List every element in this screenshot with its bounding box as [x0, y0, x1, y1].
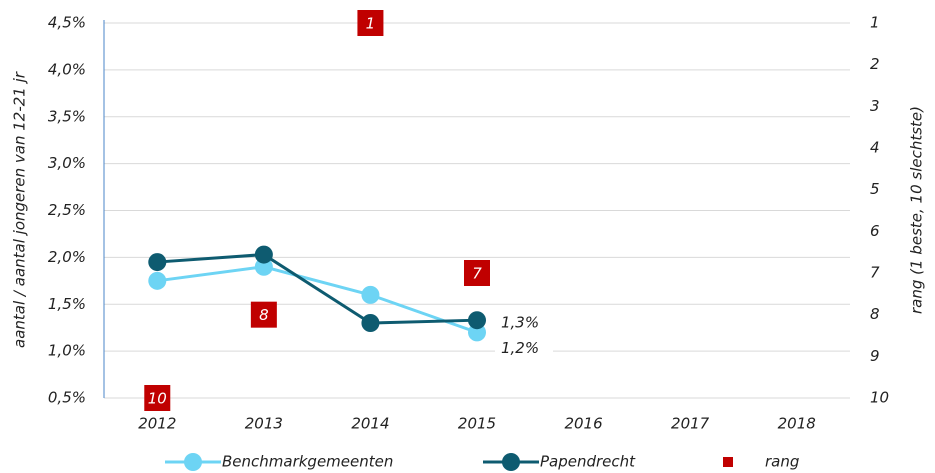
point-marker — [254, 245, 273, 264]
legend-marker — [184, 453, 202, 471]
y2-tick-label: 9 — [870, 347, 880, 365]
y-tick-label: 0,5% — [48, 389, 86, 407]
legend-marker — [502, 453, 520, 471]
y-axis-label: aantal / aantal jongeren van 12-21 jr — [11, 71, 29, 348]
y-tick-label: 2,5% — [48, 201, 86, 219]
y-tick-label: 4,5% — [48, 14, 86, 32]
y2-axis-label: rang (1 beste, 10 slechtste) — [908, 106, 926, 314]
x-tick-label: 2013 — [245, 415, 283, 433]
point-marker — [361, 314, 380, 332]
rank-label: 7 — [472, 265, 482, 283]
y-tick-label: 3,0% — [48, 154, 86, 172]
rank-marker — [357, 10, 384, 36]
y-tick-label: 1,0% — [48, 342, 86, 360]
value-label: 1,3% — [501, 314, 539, 332]
x-tick-label: 2012 — [138, 415, 176, 433]
legend-label: Papendrecht — [540, 453, 636, 471]
series-line — [157, 253, 478, 325]
rank-label: 10 — [148, 390, 167, 408]
x-tick-label: 2014 — [351, 415, 389, 433]
y2-tick-label: 8 — [870, 305, 880, 323]
y2-tick-label: 6 — [870, 222, 880, 240]
rank-marker — [464, 260, 490, 286]
rank-label: 1 — [366, 15, 376, 33]
x-tick-label: 2015 — [458, 415, 496, 433]
y2-tick-label: 5 — [870, 180, 880, 198]
y2-tick-label: 2 — [870, 55, 880, 73]
point-marker — [468, 311, 486, 330]
series-line — [157, 265, 478, 334]
point-marker — [148, 253, 167, 272]
rank-label: 8 — [259, 306, 269, 324]
point-marker — [361, 285, 380, 304]
y-tick-label: 1,5% — [48, 295, 86, 313]
point-marker — [148, 271, 167, 290]
x-tick-label: 2018 — [778, 415, 816, 433]
y2-tick-label: 3 — [870, 97, 880, 115]
legend-marker — [723, 457, 733, 467]
label-bg — [495, 311, 553, 336]
y2-tick-label: 10 — [870, 389, 889, 407]
rank-marker — [250, 301, 277, 328]
legend-label: Benchmarkgemeenten — [222, 453, 393, 471]
value-label: 1,2% — [501, 339, 539, 357]
legend-label: rang — [765, 453, 799, 471]
label-bg — [495, 336, 553, 361]
y-tick-label: 3,5% — [48, 107, 86, 125]
y2-tick-label: 7 — [870, 264, 880, 282]
y-tick-label: 2,0% — [48, 248, 86, 266]
y-tick-label: 4,0% — [48, 60, 86, 78]
rank-marker — [144, 385, 171, 411]
y2-tick-label: 1 — [870, 14, 880, 32]
y2-tick-label: 4 — [870, 139, 880, 157]
x-tick-label: 2016 — [564, 415, 602, 433]
x-tick-label: 2017 — [671, 415, 710, 433]
